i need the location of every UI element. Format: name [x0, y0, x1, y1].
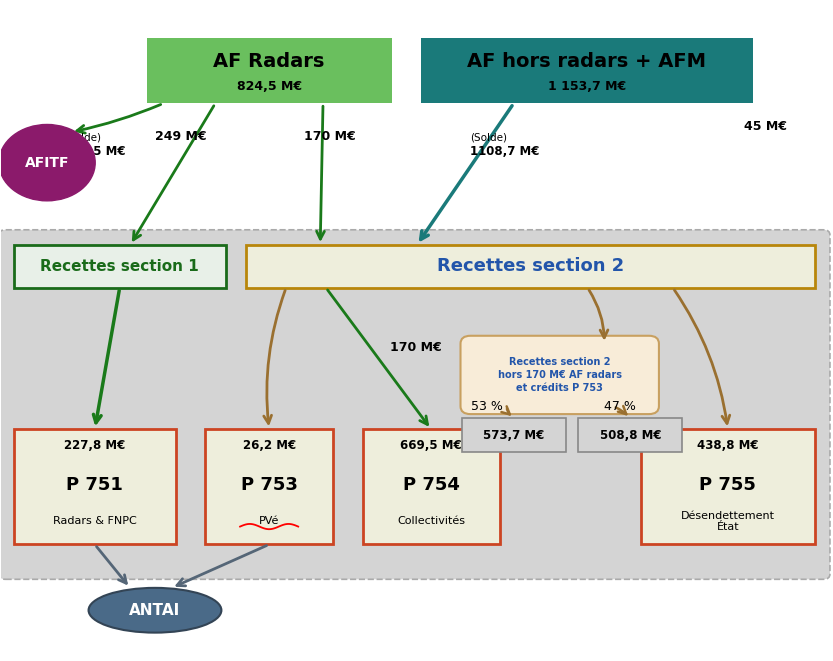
Text: 824,5 M€: 824,5 M€: [237, 81, 302, 93]
FancyBboxPatch shape: [247, 245, 815, 288]
FancyBboxPatch shape: [147, 38, 392, 103]
FancyBboxPatch shape: [205, 429, 333, 545]
FancyBboxPatch shape: [14, 245, 226, 288]
Text: 47 %: 47 %: [604, 400, 636, 412]
Text: 26,2 M€: 26,2 M€: [242, 439, 296, 452]
FancyBboxPatch shape: [641, 429, 815, 545]
Text: AF Radars: AF Radars: [213, 52, 325, 71]
Text: Radars & FNPC: Radars & FNPC: [53, 516, 137, 526]
FancyBboxPatch shape: [578, 418, 682, 452]
FancyBboxPatch shape: [362, 429, 500, 545]
Text: Recettes section 2: Recettes section 2: [437, 257, 624, 276]
Text: P 755: P 755: [700, 475, 756, 494]
Text: 53 %: 53 %: [471, 400, 503, 412]
Text: Recettes section 2
hors 170 M€ AF radars
et crédits P 753: Recettes section 2 hors 170 M€ AF radars…: [497, 357, 621, 393]
Text: 1108,7 M€: 1108,7 M€: [471, 145, 540, 158]
Text: (Solde): (Solde): [63, 133, 101, 143]
Text: 573,7 M€: 573,7 M€: [483, 428, 545, 442]
Text: PVé: PVé: [259, 516, 279, 526]
Text: P 753: P 753: [241, 475, 297, 494]
FancyBboxPatch shape: [0, 230, 830, 579]
Text: P 754: P 754: [402, 475, 460, 494]
FancyBboxPatch shape: [462, 418, 566, 452]
FancyBboxPatch shape: [14, 429, 176, 545]
Text: P 751: P 751: [67, 475, 123, 494]
Text: Recettes section 1: Recettes section 1: [40, 259, 199, 274]
FancyBboxPatch shape: [421, 38, 753, 103]
Text: (Solde): (Solde): [471, 133, 507, 143]
Text: 508,8 M€: 508,8 M€: [600, 428, 661, 442]
Text: 170 M€: 170 M€: [304, 130, 357, 143]
Text: 1 153,7 M€: 1 153,7 M€: [547, 81, 626, 93]
Text: ANTAI: ANTAI: [129, 603, 181, 618]
Text: 45 M€: 45 M€: [745, 120, 787, 133]
Text: Collectivités: Collectivités: [397, 516, 465, 526]
Text: 170 M€: 170 M€: [390, 340, 441, 354]
Ellipse shape: [88, 588, 222, 633]
Text: Désendettement
État: Désendettement État: [681, 510, 775, 532]
Text: 227,8 M€: 227,8 M€: [64, 439, 126, 452]
Text: 669,5 M€: 669,5 M€: [400, 439, 461, 452]
Text: AF hors radars + AFM: AF hors radars + AFM: [467, 52, 706, 71]
Text: 438,8 M€: 438,8 M€: [697, 439, 759, 452]
FancyBboxPatch shape: [461, 336, 659, 414]
Text: 249 M€: 249 M€: [155, 130, 207, 143]
Circle shape: [0, 124, 95, 201]
Text: AFITF: AFITF: [25, 155, 69, 170]
Text: 405,5 M€: 405,5 M€: [63, 145, 125, 158]
